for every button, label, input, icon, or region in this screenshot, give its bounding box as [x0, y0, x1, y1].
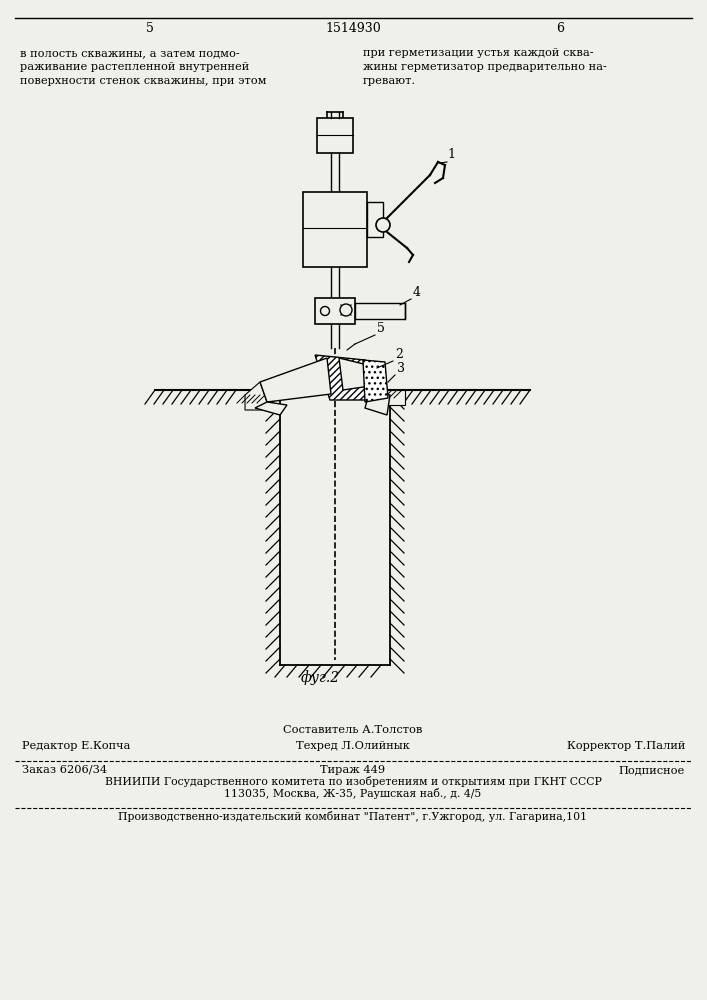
Text: 1514930: 1514930 [325, 22, 381, 35]
Text: Составитель А.Толстов: Составитель А.Толстов [284, 725, 423, 735]
Text: гревают.: гревают. [363, 76, 416, 86]
Text: ВНИИПИ Государственного комитета по изобретениям и открытиям при ГКНТ СССР: ВНИИПИ Государственного комитета по изоб… [105, 776, 602, 787]
Text: в полость скважины, а затем подмо-: в полость скважины, а затем подмо- [20, 48, 240, 58]
Text: Заказ 6206/34: Заказ 6206/34 [22, 765, 107, 775]
Text: 5: 5 [377, 322, 385, 335]
Polygon shape [255, 402, 287, 415]
Text: Редактор Е.Копча: Редактор Е.Копча [22, 741, 130, 751]
Circle shape [376, 218, 390, 232]
Text: 3: 3 [397, 362, 405, 375]
Polygon shape [365, 390, 390, 415]
Polygon shape [363, 360, 388, 402]
Circle shape [340, 304, 352, 316]
Text: 113035, Москва, Ж-35, Раушская наб., д. 4/5: 113035, Москва, Ж-35, Раушская наб., д. … [224, 788, 481, 799]
Polygon shape [315, 355, 370, 400]
Text: Производственно-издательский комбинат "Патент", г.Ужгород, ул. Гагарина,101: Производственно-издательский комбинат "П… [119, 811, 588, 822]
Circle shape [320, 306, 329, 316]
Polygon shape [260, 358, 331, 402]
Text: фуг.2: фуг.2 [300, 670, 339, 685]
Text: 1: 1 [447, 148, 455, 161]
Text: 4: 4 [413, 286, 421, 299]
Polygon shape [245, 382, 267, 410]
Text: Корректор Т.Палий: Корректор Т.Палий [566, 741, 685, 751]
Bar [367, 202, 383, 237]
Polygon shape [387, 390, 405, 405]
Text: жины герметизатор предварительно на-: жины герметизатор предварительно на- [363, 62, 607, 72]
Text: поверхности стенок скважины, при этом: поверхности стенок скважины, при этом [20, 76, 267, 86]
Text: Техред Л.Олийнык: Техред Л.Олийнык [296, 741, 410, 751]
Bar [355, 303, 405, 319]
Text: Подписное: Подписное [619, 765, 685, 775]
Text: Тираж 449: Тираж 449 [320, 765, 385, 775]
Bar [315, 298, 355, 324]
Text: 2: 2 [395, 348, 403, 361]
Text: 5: 5 [146, 22, 154, 35]
Bar [317, 118, 353, 153]
Bar [303, 192, 367, 267]
Text: 6: 6 [556, 22, 564, 35]
Text: раживание растепленной внутренней: раживание растепленной внутренней [20, 62, 250, 72]
Text: при герметизации устья каждой сква-: при герметизации устья каждой сква- [363, 48, 594, 58]
Polygon shape [339, 358, 380, 390]
